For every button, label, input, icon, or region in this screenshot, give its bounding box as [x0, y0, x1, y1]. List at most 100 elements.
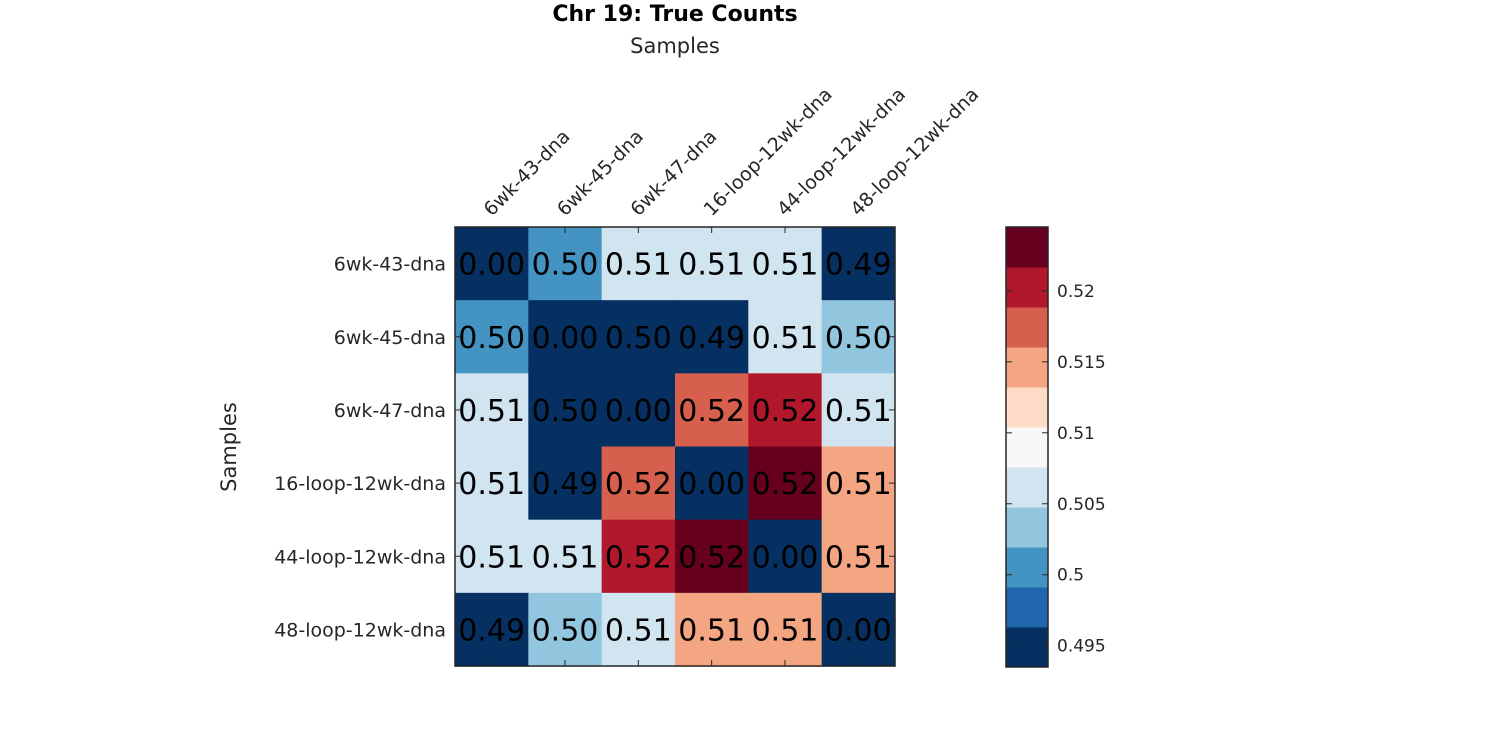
cell-value-label: 0.51 — [532, 540, 599, 575]
heatmap-cell — [748, 300, 823, 374]
y-tick-label: 48-loop-12wk-dna — [274, 619, 446, 641]
plot-frame — [454, 226, 896, 667]
heatmap-cell — [674, 373, 749, 448]
cell-value-label: 0.51 — [825, 540, 892, 575]
x-axis-label: Samples — [630, 34, 720, 58]
heatmap-cell — [601, 227, 676, 301]
cell-value-label: 0.52 — [752, 467, 819, 502]
y-axis-label: Samples — [217, 402, 241, 492]
heatmap-cell — [821, 300, 896, 374]
cell-value-label: 0.50 — [605, 321, 672, 356]
heatmap-cell — [674, 227, 749, 301]
heatmap-cell — [455, 300, 529, 374]
cell-value-label: 0.00 — [532, 321, 599, 356]
heatmap-cell — [821, 519, 896, 594]
colorbar-band — [1006, 587, 1048, 628]
heatmap-cell — [748, 592, 823, 667]
cell-value-label: 0.52 — [752, 394, 819, 429]
cell-value-label: 0.00 — [752, 540, 819, 575]
heatmap-cell — [821, 446, 896, 521]
cell-value-label: 0.51 — [752, 613, 819, 648]
cell-value-label: 0.50 — [532, 613, 599, 648]
heatmap-cell — [455, 519, 529, 594]
cell-value-label: 0.00 — [605, 394, 672, 429]
cell-value-label: 0.52 — [605, 540, 672, 575]
y-tick-label: 6wk-47-dna — [334, 400, 446, 422]
heatmap-cell — [455, 446, 529, 521]
cell-value-label: 0.52 — [605, 467, 672, 502]
heatmap-cell — [748, 446, 823, 521]
y-tick-label: 44-loop-12wk-dna — [274, 546, 446, 568]
x-tick-label: 48-loop-12wk-dna — [846, 83, 983, 220]
colorbar-band — [1006, 267, 1048, 308]
colorbar-band — [1006, 227, 1048, 268]
heatmap-cell — [455, 373, 529, 448]
colorbar-tick-label: 0.52 — [1057, 282, 1095, 302]
heatmap-cell — [528, 227, 603, 301]
cell-value-label: 0.51 — [752, 321, 819, 356]
cell-value-label: 0.49 — [678, 321, 745, 356]
colorbar-band — [1006, 507, 1048, 548]
cell-value-label: 0.51 — [752, 248, 819, 283]
cell-value-label: 0.52 — [678, 540, 745, 575]
heatmap-cell — [748, 519, 823, 594]
heatmap-cell — [528, 373, 603, 448]
cell-value-label: 0.50 — [532, 394, 599, 429]
cell-value-label: 0.00 — [458, 248, 525, 283]
heatmap-cell — [748, 227, 823, 301]
cell-value-label: 0.51 — [458, 394, 525, 429]
heatmap-cell — [821, 373, 896, 448]
heatmap-cell — [528, 519, 603, 594]
cell-value-label: 0.00 — [825, 613, 892, 648]
heatmap-cell — [528, 592, 603, 667]
cell-value-label: 0.50 — [825, 321, 892, 356]
heatmap-cell — [748, 373, 823, 448]
heatmap-cell — [674, 519, 749, 594]
heatmap-cell — [455, 227, 529, 301]
cell-value-label: 0.50 — [532, 248, 599, 283]
colorbar-tick-label: 0.495 — [1057, 637, 1106, 657]
heatmap-cell — [821, 592, 896, 667]
heatmap-cell — [674, 446, 749, 521]
y-tick-label: 6wk-45-dna — [334, 327, 446, 349]
heatmap-cell — [455, 592, 529, 667]
cell-value-label: 0.49 — [458, 613, 525, 648]
heatmap-cell — [601, 592, 676, 667]
colorbar-band — [1006, 467, 1048, 508]
colorbar-tick-label: 0.505 — [1057, 495, 1106, 515]
heatmap-cell — [601, 446, 676, 521]
cell-value-label: 0.51 — [458, 540, 525, 575]
colorbar-band — [1006, 427, 1048, 468]
heatmap-cell — [528, 300, 603, 374]
colorbar-tick-label: 0.5 — [1057, 566, 1084, 586]
cell-value-label: 0.51 — [458, 467, 525, 502]
heatmap-cell — [601, 519, 676, 594]
cell-value-label: 0.49 — [532, 467, 599, 502]
x-tick-label: 44-loop-12wk-dna — [773, 83, 910, 220]
chart-title: Chr 19: True Counts — [552, 2, 797, 27]
cell-value-label: 0.51 — [678, 248, 745, 283]
colorbar-band — [1006, 347, 1048, 388]
colorbar-band — [1006, 547, 1048, 588]
cell-value-label: 0.52 — [678, 394, 745, 429]
heatmap-cell — [601, 373, 676, 448]
heatmap-cell — [601, 300, 676, 374]
colorbar-frame — [1005, 226, 1049, 668]
x-tick-label: 16-loop-12wk-dna — [700, 83, 837, 220]
heatmap-cell — [528, 446, 603, 521]
colorbar-band — [1006, 307, 1048, 348]
y-tick-label: 16-loop-12wk-dna — [274, 473, 446, 495]
cell-value-label: 0.51 — [605, 248, 672, 283]
cell-value-label: 0.51 — [825, 467, 892, 502]
cell-value-label: 0.51 — [605, 613, 672, 648]
heatmap-cell — [821, 227, 896, 301]
cell-value-label: 0.51 — [678, 613, 745, 648]
heatmap-cell — [674, 300, 749, 374]
colorbar-tick-label: 0.51 — [1057, 424, 1095, 444]
colorbar-band — [1006, 387, 1048, 428]
cell-value-label: 0.49 — [825, 248, 892, 283]
cell-value-label: 0.00 — [678, 467, 745, 502]
colorbar-tick-label: 0.515 — [1057, 353, 1106, 373]
